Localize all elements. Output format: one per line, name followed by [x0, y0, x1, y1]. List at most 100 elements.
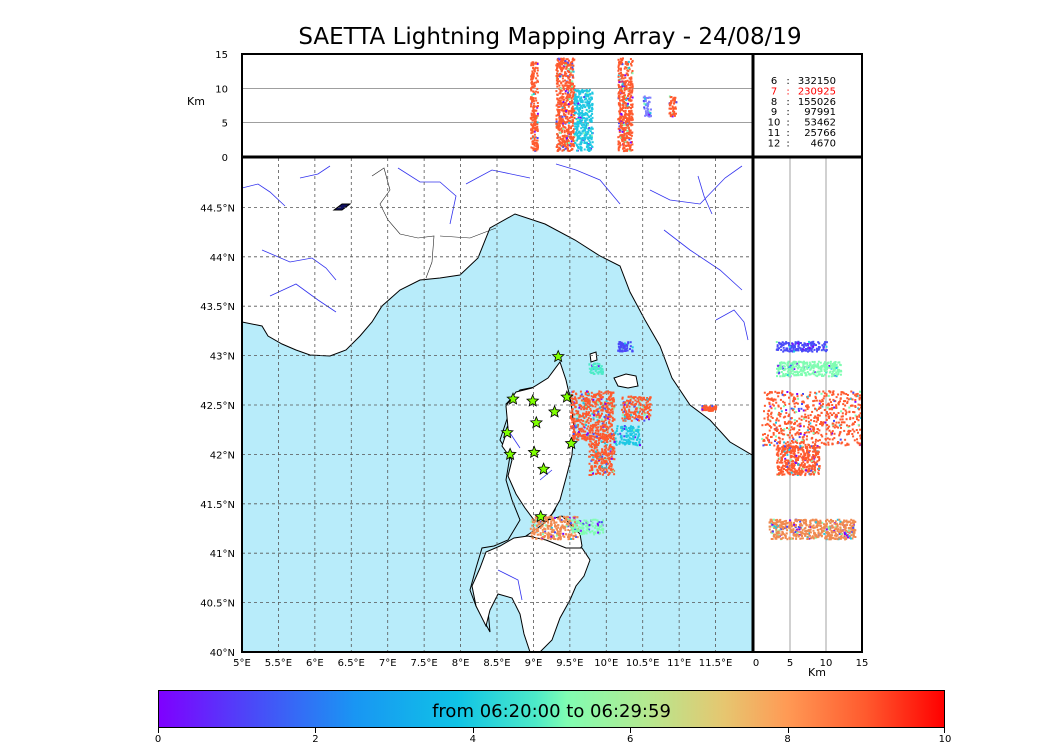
- latitude-lightning-point: [800, 418, 803, 421]
- altitude-lightning-point: [629, 148, 632, 151]
- altitude-lightning-point: [617, 69, 620, 72]
- altitude-lightning-point: [621, 95, 624, 98]
- altitude-lightning-point: [567, 131, 570, 134]
- latitude-lightning-point: [788, 366, 791, 369]
- lightning-point: [593, 533, 596, 536]
- latitude-lightning-point: [784, 448, 787, 451]
- lightning-point: [607, 474, 610, 476]
- altitude-lightning-point: [532, 124, 534, 127]
- altitude-lightning-point: [670, 100, 673, 103]
- altitude-lightning-point: [630, 64, 633, 67]
- latitude-lightning-point: [826, 368, 828, 370]
- latitude-lightning-point: [780, 427, 782, 430]
- latitude-lightning-point: [802, 417, 805, 420]
- latitude-lightning-point: [776, 465, 779, 468]
- latitude-lightning-point: [765, 443, 768, 446]
- latitude-lightning-point: [804, 452, 807, 455]
- lightning-point: [597, 410, 600, 413]
- lightning-point: [630, 427, 633, 430]
- latitude-lightning-point: [794, 473, 797, 476]
- latitude-lightning-point: [815, 438, 817, 441]
- lightning-point: [625, 413, 628, 416]
- lightning-point: [538, 521, 541, 524]
- altitude-lightning-point: [535, 126, 538, 129]
- altitude-lightning-point: [535, 120, 537, 123]
- altitude-lightning-point: [558, 125, 561, 127]
- latitude-lightning-point: [827, 375, 830, 378]
- latitude-lightning-point: [834, 532, 837, 535]
- lightning-point: [623, 408, 626, 411]
- altitude-lightning-point: [562, 134, 565, 137]
- altitude-lightning-point: [532, 108, 535, 110]
- altitude-lightning-point: [625, 132, 628, 135]
- altitude-lightning-point: [572, 113, 575, 116]
- altitude-lightning-point: [626, 148, 629, 151]
- lightning-point: [636, 438, 639, 441]
- lightning-point: [553, 516, 556, 519]
- lightning-point: [587, 422, 590, 425]
- altitude-lightning-point: [629, 58, 632, 60]
- latitude-lightning-point: [792, 408, 795, 411]
- altitude-lightning-point: [573, 117, 576, 119]
- lightning-point: [583, 519, 586, 522]
- latitude-lightning-point: [820, 421, 823, 423]
- lightning-point: [583, 397, 586, 400]
- lightning-point: [610, 424, 613, 427]
- altitude-lightning-point: [650, 114, 652, 117]
- altitude-lightning-point: [586, 133, 589, 136]
- altitude-lightning-point: [628, 81, 631, 84]
- lightning-point: [601, 372, 604, 375]
- lightning-point: [629, 426, 631, 429]
- latitude-lightning-point: [775, 348, 778, 351]
- altitude-lightning-point: [533, 120, 536, 123]
- latitude-lightning-point: [797, 451, 800, 454]
- latitude-lightning-point: [794, 445, 797, 448]
- latitude-lightning-point: [800, 415, 803, 418]
- altitude-lightning-point: [583, 127, 586, 130]
- altitude-lightning-point: [562, 96, 565, 99]
- latitude-lightning-point: [813, 445, 816, 447]
- lightning-point: [595, 429, 597, 432]
- lightning-point: [581, 415, 584, 418]
- latitude-tick-label: 42°N: [210, 450, 235, 461]
- lightning-point: [629, 432, 632, 435]
- lightning-point: [642, 410, 645, 413]
- latitude-lightning-point: [816, 375, 819, 378]
- lightning-point: [701, 408, 704, 411]
- altitude-lightning-point: [626, 79, 629, 82]
- altitude-lightning-point: [530, 78, 533, 81]
- latitude-lightning-point: [825, 345, 828, 348]
- latitude-lightning-point: [789, 473, 792, 476]
- altitude-lightning-point: [532, 73, 535, 76]
- altitude-lightning-point: [555, 123, 558, 126]
- latitude-lightning-point: [789, 420, 792, 423]
- latitude-lightning-point: [769, 398, 771, 401]
- lightning-point: [612, 397, 615, 400]
- lightning-point: [596, 436, 599, 439]
- lightning-point: [543, 536, 546, 539]
- latitude-lightning-point: [816, 428, 819, 431]
- lightning-point: [590, 437, 593, 440]
- altitude-lightning-point: [575, 111, 578, 114]
- altitude-lightning-point: [624, 81, 627, 84]
- altitude-lightning-point: [534, 66, 537, 69]
- latitude-lightning-point: [817, 370, 820, 373]
- lightning-point: [604, 423, 607, 426]
- latitude-lightning-point: [820, 433, 823, 436]
- lightning-point: [549, 528, 552, 531]
- latitude-lightning-point: [780, 466, 783, 469]
- latitude-lightning-point: [779, 361, 781, 364]
- latitude-lightning-point: [815, 420, 818, 423]
- lightning-point: [709, 406, 711, 409]
- altitude-lightning-point: [618, 103, 620, 106]
- lightning-point: [603, 420, 606, 423]
- altitude-lightning-point: [589, 99, 592, 102]
- latitude-lightning-point: [818, 406, 821, 409]
- latitude-lightning-point: [793, 450, 796, 452]
- lightning-point: [582, 430, 585, 433]
- lightning-point: [586, 521, 589, 524]
- latitude-lightning-point: [823, 363, 826, 366]
- latitude-lightning-point: [800, 372, 803, 375]
- altitude-lightning-point: [560, 122, 562, 125]
- latitude-lightning-point: [817, 432, 820, 435]
